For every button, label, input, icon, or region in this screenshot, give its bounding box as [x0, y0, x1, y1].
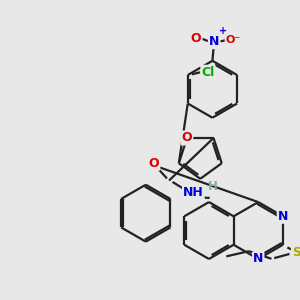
Text: O⁻: O⁻	[226, 35, 241, 45]
Text: O: O	[182, 131, 192, 145]
Text: H: H	[208, 180, 218, 193]
Text: N: N	[278, 210, 288, 223]
Text: NH: NH	[183, 186, 204, 199]
Text: Cl: Cl	[201, 66, 214, 79]
Text: +: +	[219, 26, 227, 36]
Text: S: S	[292, 246, 300, 259]
Text: N: N	[253, 253, 263, 266]
Text: O: O	[149, 157, 159, 170]
Text: O: O	[191, 32, 201, 45]
Text: N: N	[209, 35, 219, 48]
